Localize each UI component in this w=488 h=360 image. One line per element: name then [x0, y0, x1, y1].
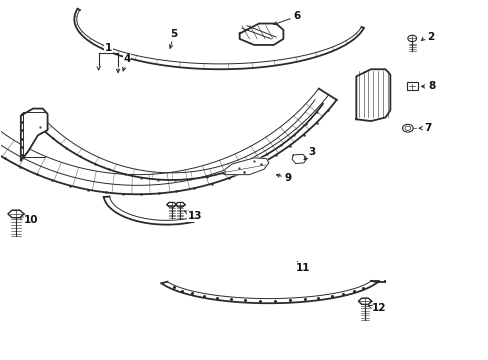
Text: 1: 1 [104, 43, 112, 53]
Polygon shape [239, 23, 283, 45]
Polygon shape [21, 109, 47, 160]
Bar [406, 82, 417, 90]
Text: 3: 3 [304, 147, 315, 160]
Polygon shape [224, 158, 268, 175]
Text: 12: 12 [371, 302, 386, 312]
Circle shape [402, 124, 412, 132]
Circle shape [407, 35, 416, 42]
Text: 5: 5 [169, 28, 177, 48]
Polygon shape [356, 69, 389, 121]
Circle shape [404, 126, 410, 130]
Text: 8: 8 [427, 81, 435, 91]
Polygon shape [175, 202, 185, 207]
Polygon shape [8, 210, 24, 218]
Text: 11: 11 [295, 262, 309, 273]
Text: 13: 13 [184, 211, 202, 221]
Text: 7: 7 [424, 123, 431, 133]
Polygon shape [166, 202, 176, 207]
Polygon shape [291, 154, 306, 163]
Text: 9: 9 [276, 173, 291, 183]
Text: 6: 6 [273, 12, 300, 25]
Bar [406, 82, 417, 90]
Text: 10: 10 [24, 215, 39, 225]
Text: 2: 2 [426, 32, 433, 42]
Text: 4: 4 [122, 54, 130, 71]
Polygon shape [358, 298, 371, 304]
